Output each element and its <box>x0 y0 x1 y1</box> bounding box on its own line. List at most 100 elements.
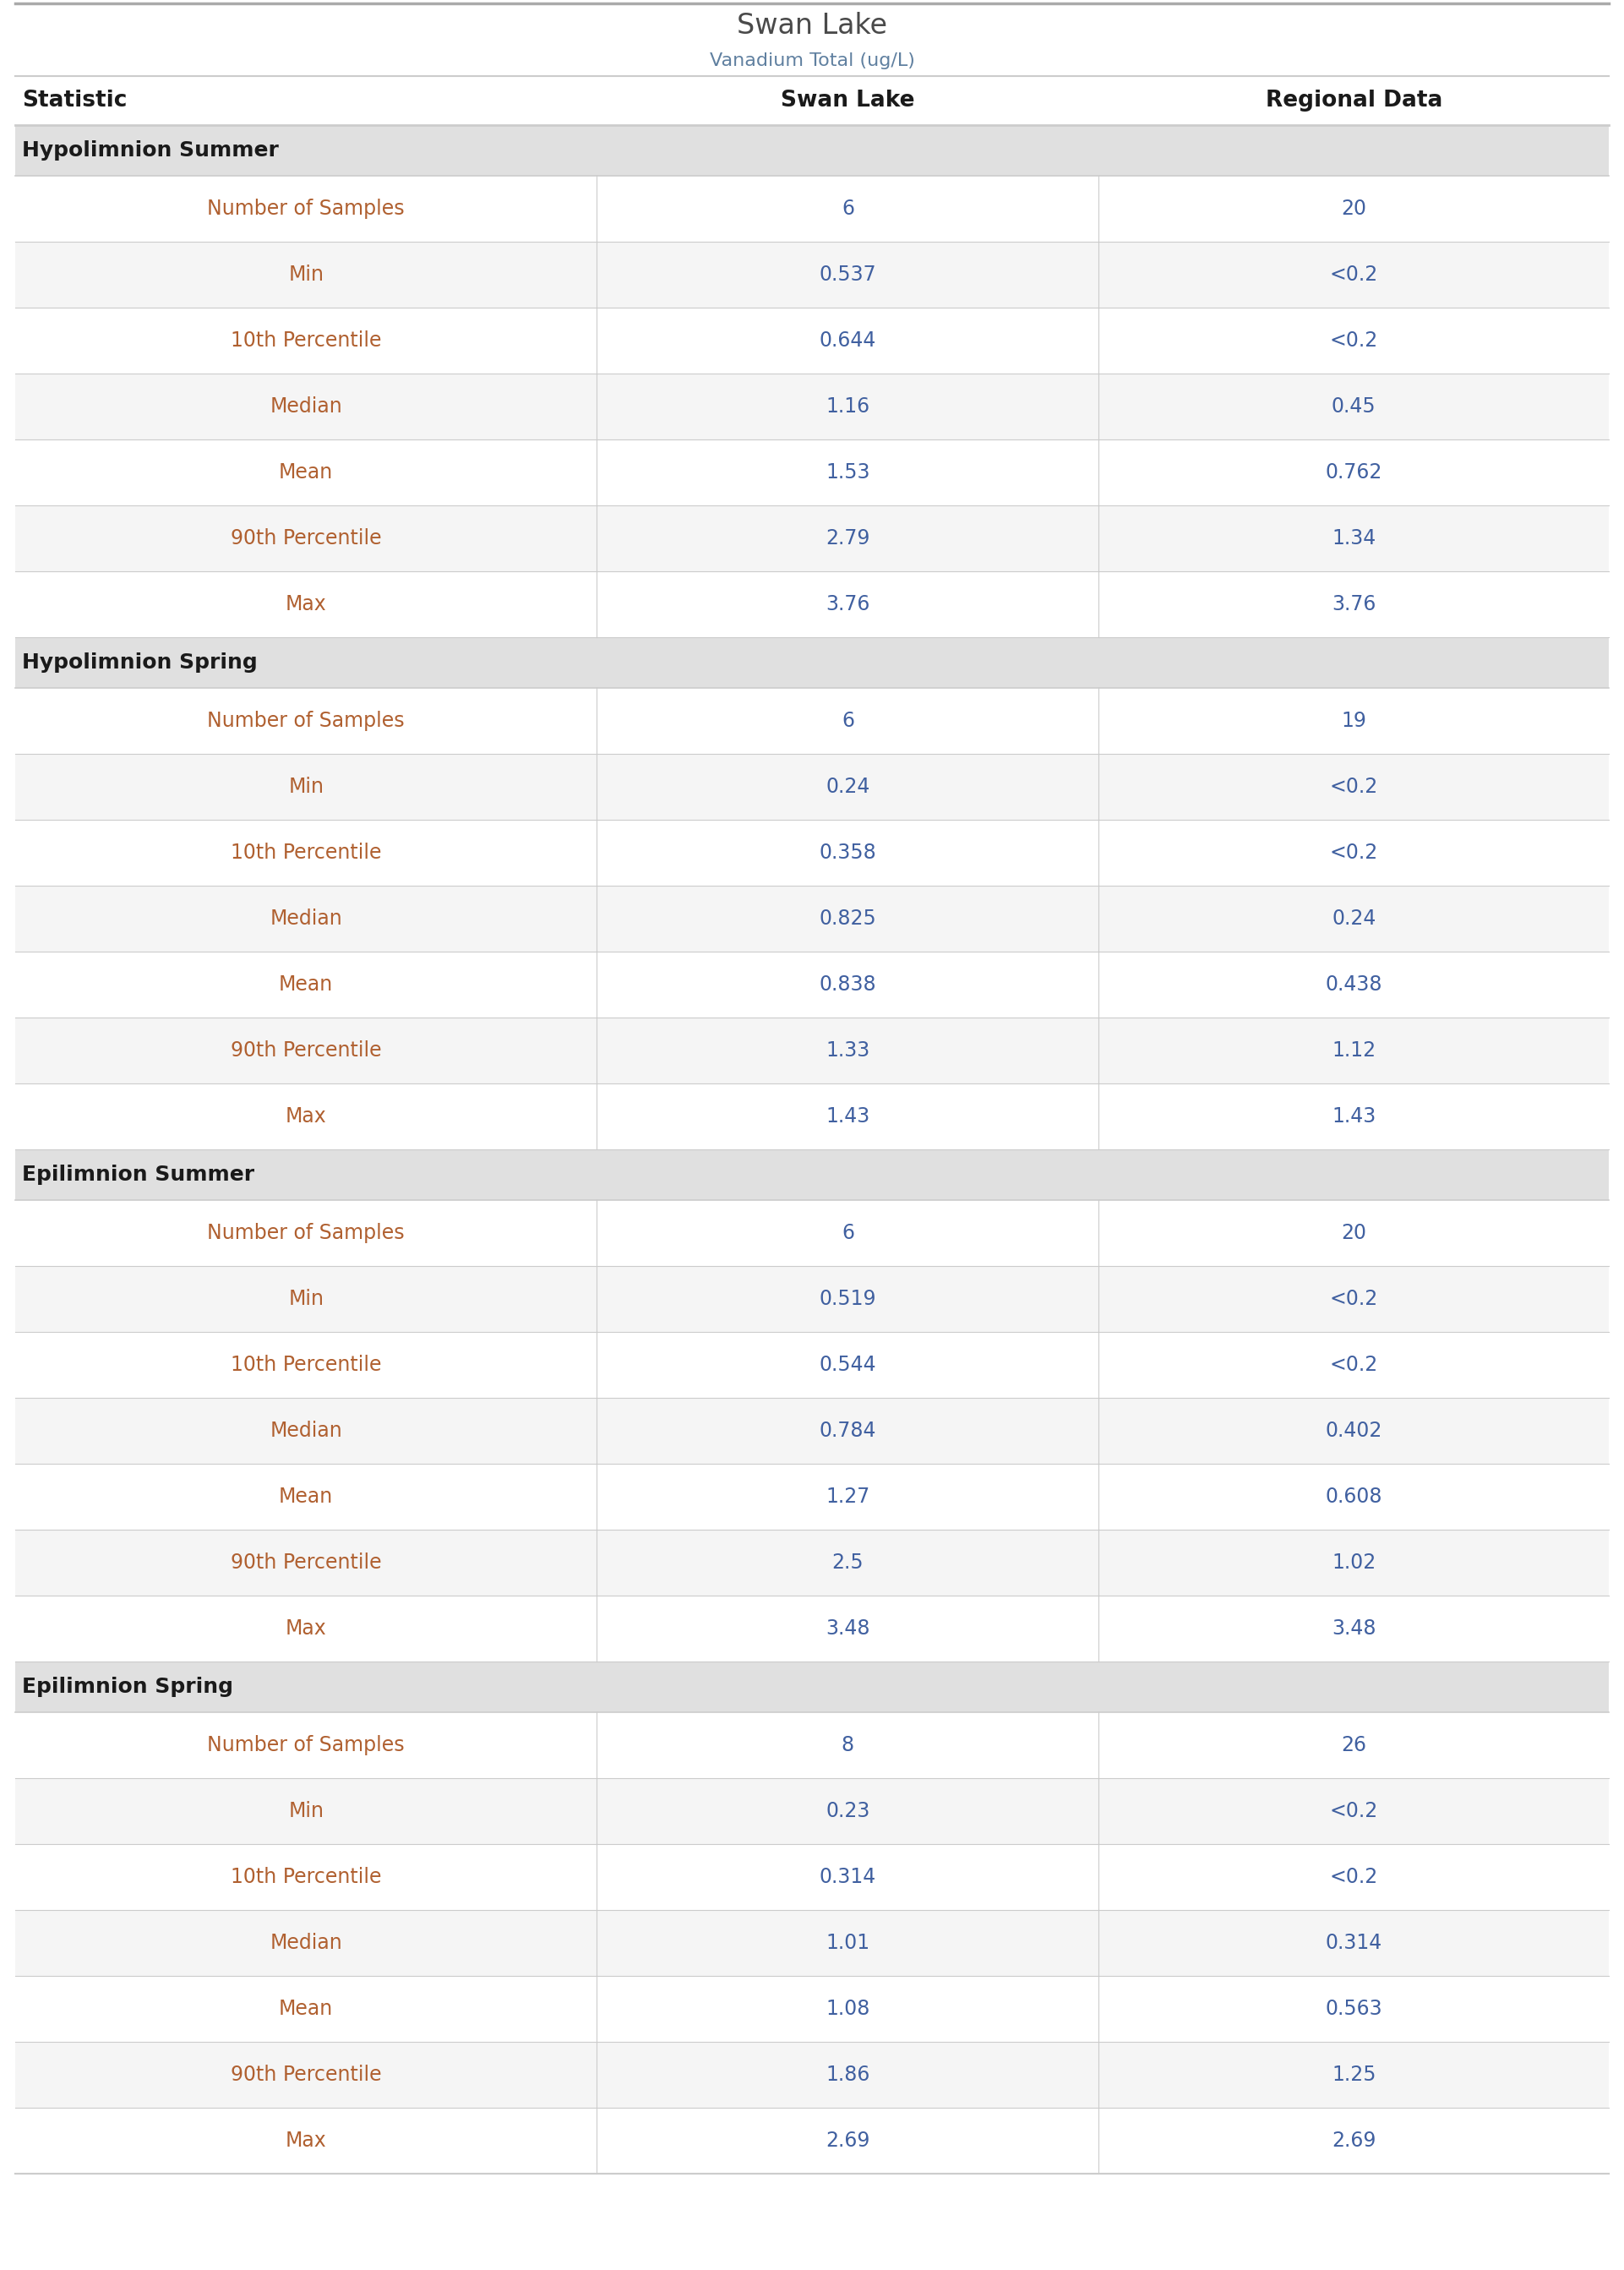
Text: 10th Percentile: 10th Percentile <box>231 842 382 863</box>
Text: 90th Percentile: 90th Percentile <box>231 1553 382 1573</box>
Text: Max: Max <box>286 1105 326 1126</box>
Text: 20: 20 <box>1341 197 1366 218</box>
Bar <box>15 1464 1609 1530</box>
Text: Swan Lake: Swan Lake <box>781 89 914 111</box>
Text: Max: Max <box>286 1619 326 1639</box>
Text: 0.358: 0.358 <box>818 842 877 863</box>
Bar <box>15 125 1609 175</box>
Text: <0.2: <0.2 <box>1330 776 1379 797</box>
Text: 3.48: 3.48 <box>825 1619 870 1639</box>
Text: Number of Samples: Number of Samples <box>208 711 404 731</box>
Text: 0.24: 0.24 <box>825 776 870 797</box>
Text: Max: Max <box>286 595 326 615</box>
Text: 0.314: 0.314 <box>1325 1932 1382 1952</box>
Text: Min: Min <box>289 776 323 797</box>
Text: 0.23: 0.23 <box>825 1800 870 1821</box>
Bar <box>15 1596 1609 1662</box>
Bar <box>15 1909 1609 1975</box>
Text: 1.34: 1.34 <box>1332 529 1376 549</box>
Text: 0.762: 0.762 <box>1325 463 1382 484</box>
Text: 1.08: 1.08 <box>825 1998 870 2018</box>
Text: 2.69: 2.69 <box>825 2132 870 2152</box>
Bar <box>15 688 1609 754</box>
Text: Epilimnion Spring: Epilimnion Spring <box>23 1678 234 1698</box>
Text: <0.2: <0.2 <box>1330 1800 1379 1821</box>
Bar <box>15 1201 1609 1267</box>
Text: 0.608: 0.608 <box>1325 1487 1382 1507</box>
Text: 0.544: 0.544 <box>818 1355 877 1376</box>
Text: <0.2: <0.2 <box>1330 1289 1379 1310</box>
Text: 2.79: 2.79 <box>825 529 870 549</box>
Text: 10th Percentile: 10th Percentile <box>231 1355 382 1376</box>
Text: 3.76: 3.76 <box>1332 595 1376 615</box>
Text: Mean: Mean <box>279 463 333 484</box>
Text: 0.24: 0.24 <box>1332 908 1376 928</box>
Bar <box>15 1662 1609 1712</box>
Text: Min: Min <box>289 266 323 284</box>
Text: 26: 26 <box>1341 1734 1366 1755</box>
Text: Min: Min <box>289 1800 323 1821</box>
Bar <box>15 1083 1609 1149</box>
Text: 1.43: 1.43 <box>825 1105 870 1126</box>
Text: 90th Percentile: 90th Percentile <box>231 529 382 549</box>
Text: 2.5: 2.5 <box>831 1553 864 1573</box>
Text: 0.784: 0.784 <box>820 1421 877 1441</box>
Text: Number of Samples: Number of Samples <box>208 1224 404 1244</box>
Text: 1.86: 1.86 <box>825 2066 870 2084</box>
Text: 1.25: 1.25 <box>1332 2066 1376 2084</box>
Text: 1.43: 1.43 <box>1332 1105 1376 1126</box>
Bar <box>15 1712 1609 1777</box>
Text: 6: 6 <box>841 1224 854 1244</box>
Text: <0.2: <0.2 <box>1330 842 1379 863</box>
Text: 0.644: 0.644 <box>820 331 877 352</box>
Text: <0.2: <0.2 <box>1330 266 1379 284</box>
Bar <box>15 1149 1609 1201</box>
Text: Max: Max <box>286 2132 326 2152</box>
Text: Vanadium Total (ug/L): Vanadium Total (ug/L) <box>710 52 914 70</box>
Bar <box>15 951 1609 1017</box>
Bar <box>15 754 1609 819</box>
Bar <box>15 1017 1609 1083</box>
Text: 90th Percentile: 90th Percentile <box>231 1040 382 1060</box>
Text: 10th Percentile: 10th Percentile <box>231 1866 382 1886</box>
Text: <0.2: <0.2 <box>1330 1355 1379 1376</box>
Text: Epilimnion Summer: Epilimnion Summer <box>23 1165 255 1185</box>
Bar <box>15 638 1609 688</box>
Text: 0.314: 0.314 <box>820 1866 877 1886</box>
Bar <box>15 77 1609 125</box>
Text: <0.2: <0.2 <box>1330 1866 1379 1886</box>
Bar <box>15 241 1609 309</box>
Text: 10th Percentile: 10th Percentile <box>231 331 382 352</box>
Text: 0.537: 0.537 <box>818 266 877 284</box>
Text: Median: Median <box>270 397 343 418</box>
Bar <box>15 1843 1609 1909</box>
Text: 8: 8 <box>841 1734 854 1755</box>
Text: Statistic: Statistic <box>23 89 127 111</box>
Text: 19: 19 <box>1341 711 1366 731</box>
Bar <box>15 1398 1609 1464</box>
Bar <box>15 0 1609 77</box>
Text: Min: Min <box>289 1289 323 1310</box>
Bar <box>15 175 1609 241</box>
Text: Number of Samples: Number of Samples <box>208 197 404 218</box>
Text: 0.563: 0.563 <box>1325 1998 1382 2018</box>
Text: 6: 6 <box>841 711 854 731</box>
Text: 3.48: 3.48 <box>1332 1619 1376 1639</box>
Bar <box>15 572 1609 638</box>
Text: 0.438: 0.438 <box>1325 974 1382 994</box>
Text: 0.402: 0.402 <box>1325 1421 1382 1441</box>
Text: Mean: Mean <box>279 974 333 994</box>
Text: Median: Median <box>270 1932 343 1952</box>
Text: Mean: Mean <box>279 1998 333 2018</box>
Bar <box>15 2041 1609 2109</box>
Text: Number of Samples: Number of Samples <box>208 1734 404 1755</box>
Text: 0.519: 0.519 <box>820 1289 877 1310</box>
Text: Regional Data: Regional Data <box>1265 89 1442 111</box>
Text: 0.838: 0.838 <box>818 974 877 994</box>
Bar <box>15 1530 1609 1596</box>
Text: Mean: Mean <box>279 1487 333 1507</box>
Text: <0.2: <0.2 <box>1330 331 1379 352</box>
Text: 1.53: 1.53 <box>825 463 870 484</box>
Bar <box>15 506 1609 572</box>
Text: 0.45: 0.45 <box>1332 397 1376 418</box>
